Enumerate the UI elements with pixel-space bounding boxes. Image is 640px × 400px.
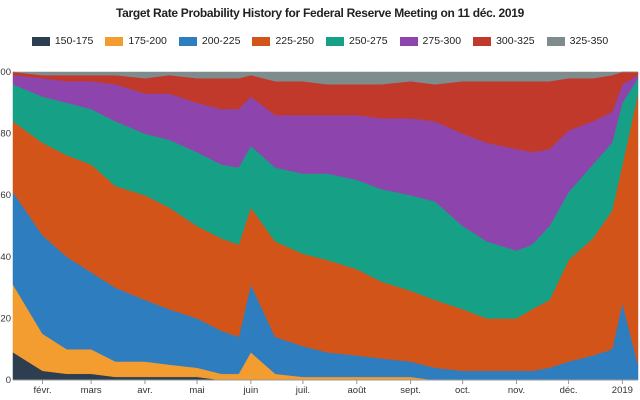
- x-tick-label: févr.: [34, 385, 52, 396]
- x-tick-label: mai: [189, 385, 204, 396]
- legend-item-225-250[interactable]: 225-250: [252, 35, 314, 47]
- x-tick-label: août: [348, 385, 367, 396]
- legend-item-150-175[interactable]: 150-175: [31, 35, 94, 47]
- y-tick-label: 100: [0, 67, 11, 78]
- legend-swatch: [252, 36, 271, 46]
- legend-swatch: [473, 36, 492, 46]
- x-tick-label: avr.: [137, 385, 152, 396]
- legend-item-200-225[interactable]: 200-225: [178, 35, 241, 47]
- legend-label: 325-350: [569, 35, 609, 47]
- legend-swatch: [399, 36, 418, 46]
- legend-item-175-200[interactable]: 175-200: [105, 35, 167, 47]
- legend-label: 225-250: [275, 35, 314, 47]
- legend-item-300-325[interactable]: 300-325: [473, 35, 535, 47]
- x-tick-label: mars: [81, 385, 102, 396]
- legend-label: 150-175: [54, 35, 94, 47]
- x-tick-label: juin: [242, 385, 258, 396]
- x-tick-label: nov.: [508, 385, 525, 396]
- legend-swatch: [31, 36, 50, 46]
- legend-item-275-300[interactable]: 275-300: [399, 35, 462, 47]
- y-tick-label: 60: [0, 190, 11, 201]
- y-tick-label: 0: [6, 375, 11, 386]
- x-tick-label: 2019: [612, 385, 633, 396]
- y-tick-label: 20: [0, 313, 11, 324]
- legend-swatch: [178, 36, 197, 46]
- legend-label: 175-200: [128, 35, 167, 47]
- legend-label: 300-325: [496, 35, 535, 47]
- legend-item-325-350[interactable]: 325-350: [546, 35, 609, 47]
- legend-item-250-275[interactable]: 250-275: [326, 35, 388, 47]
- x-tick-label: sept.: [400, 385, 421, 396]
- x-tick-label: juil.: [295, 385, 310, 396]
- legend-swatch: [546, 36, 565, 46]
- legend: 150-175 175-200 200-225 225-250 250-275 275-3…: [0, 35, 640, 47]
- legend-label: 275-300: [422, 35, 462, 47]
- chart-title: Target Rate Probability History for Fede…: [115, 6, 525, 20]
- legend-swatch: [326, 36, 344, 46]
- legend-label: 200-225: [201, 35, 241, 47]
- area-series-325-350[interactable]: [12, 71, 638, 85]
- y-tick-label: 80: [0, 129, 11, 140]
- x-tick-label: déc.: [560, 385, 578, 396]
- legend-swatch: [105, 36, 124, 46]
- legend-label: 250-275: [349, 35, 388, 47]
- y-tick-label: 40: [0, 252, 11, 263]
- x-tick-label: oct.: [455, 385, 470, 396]
